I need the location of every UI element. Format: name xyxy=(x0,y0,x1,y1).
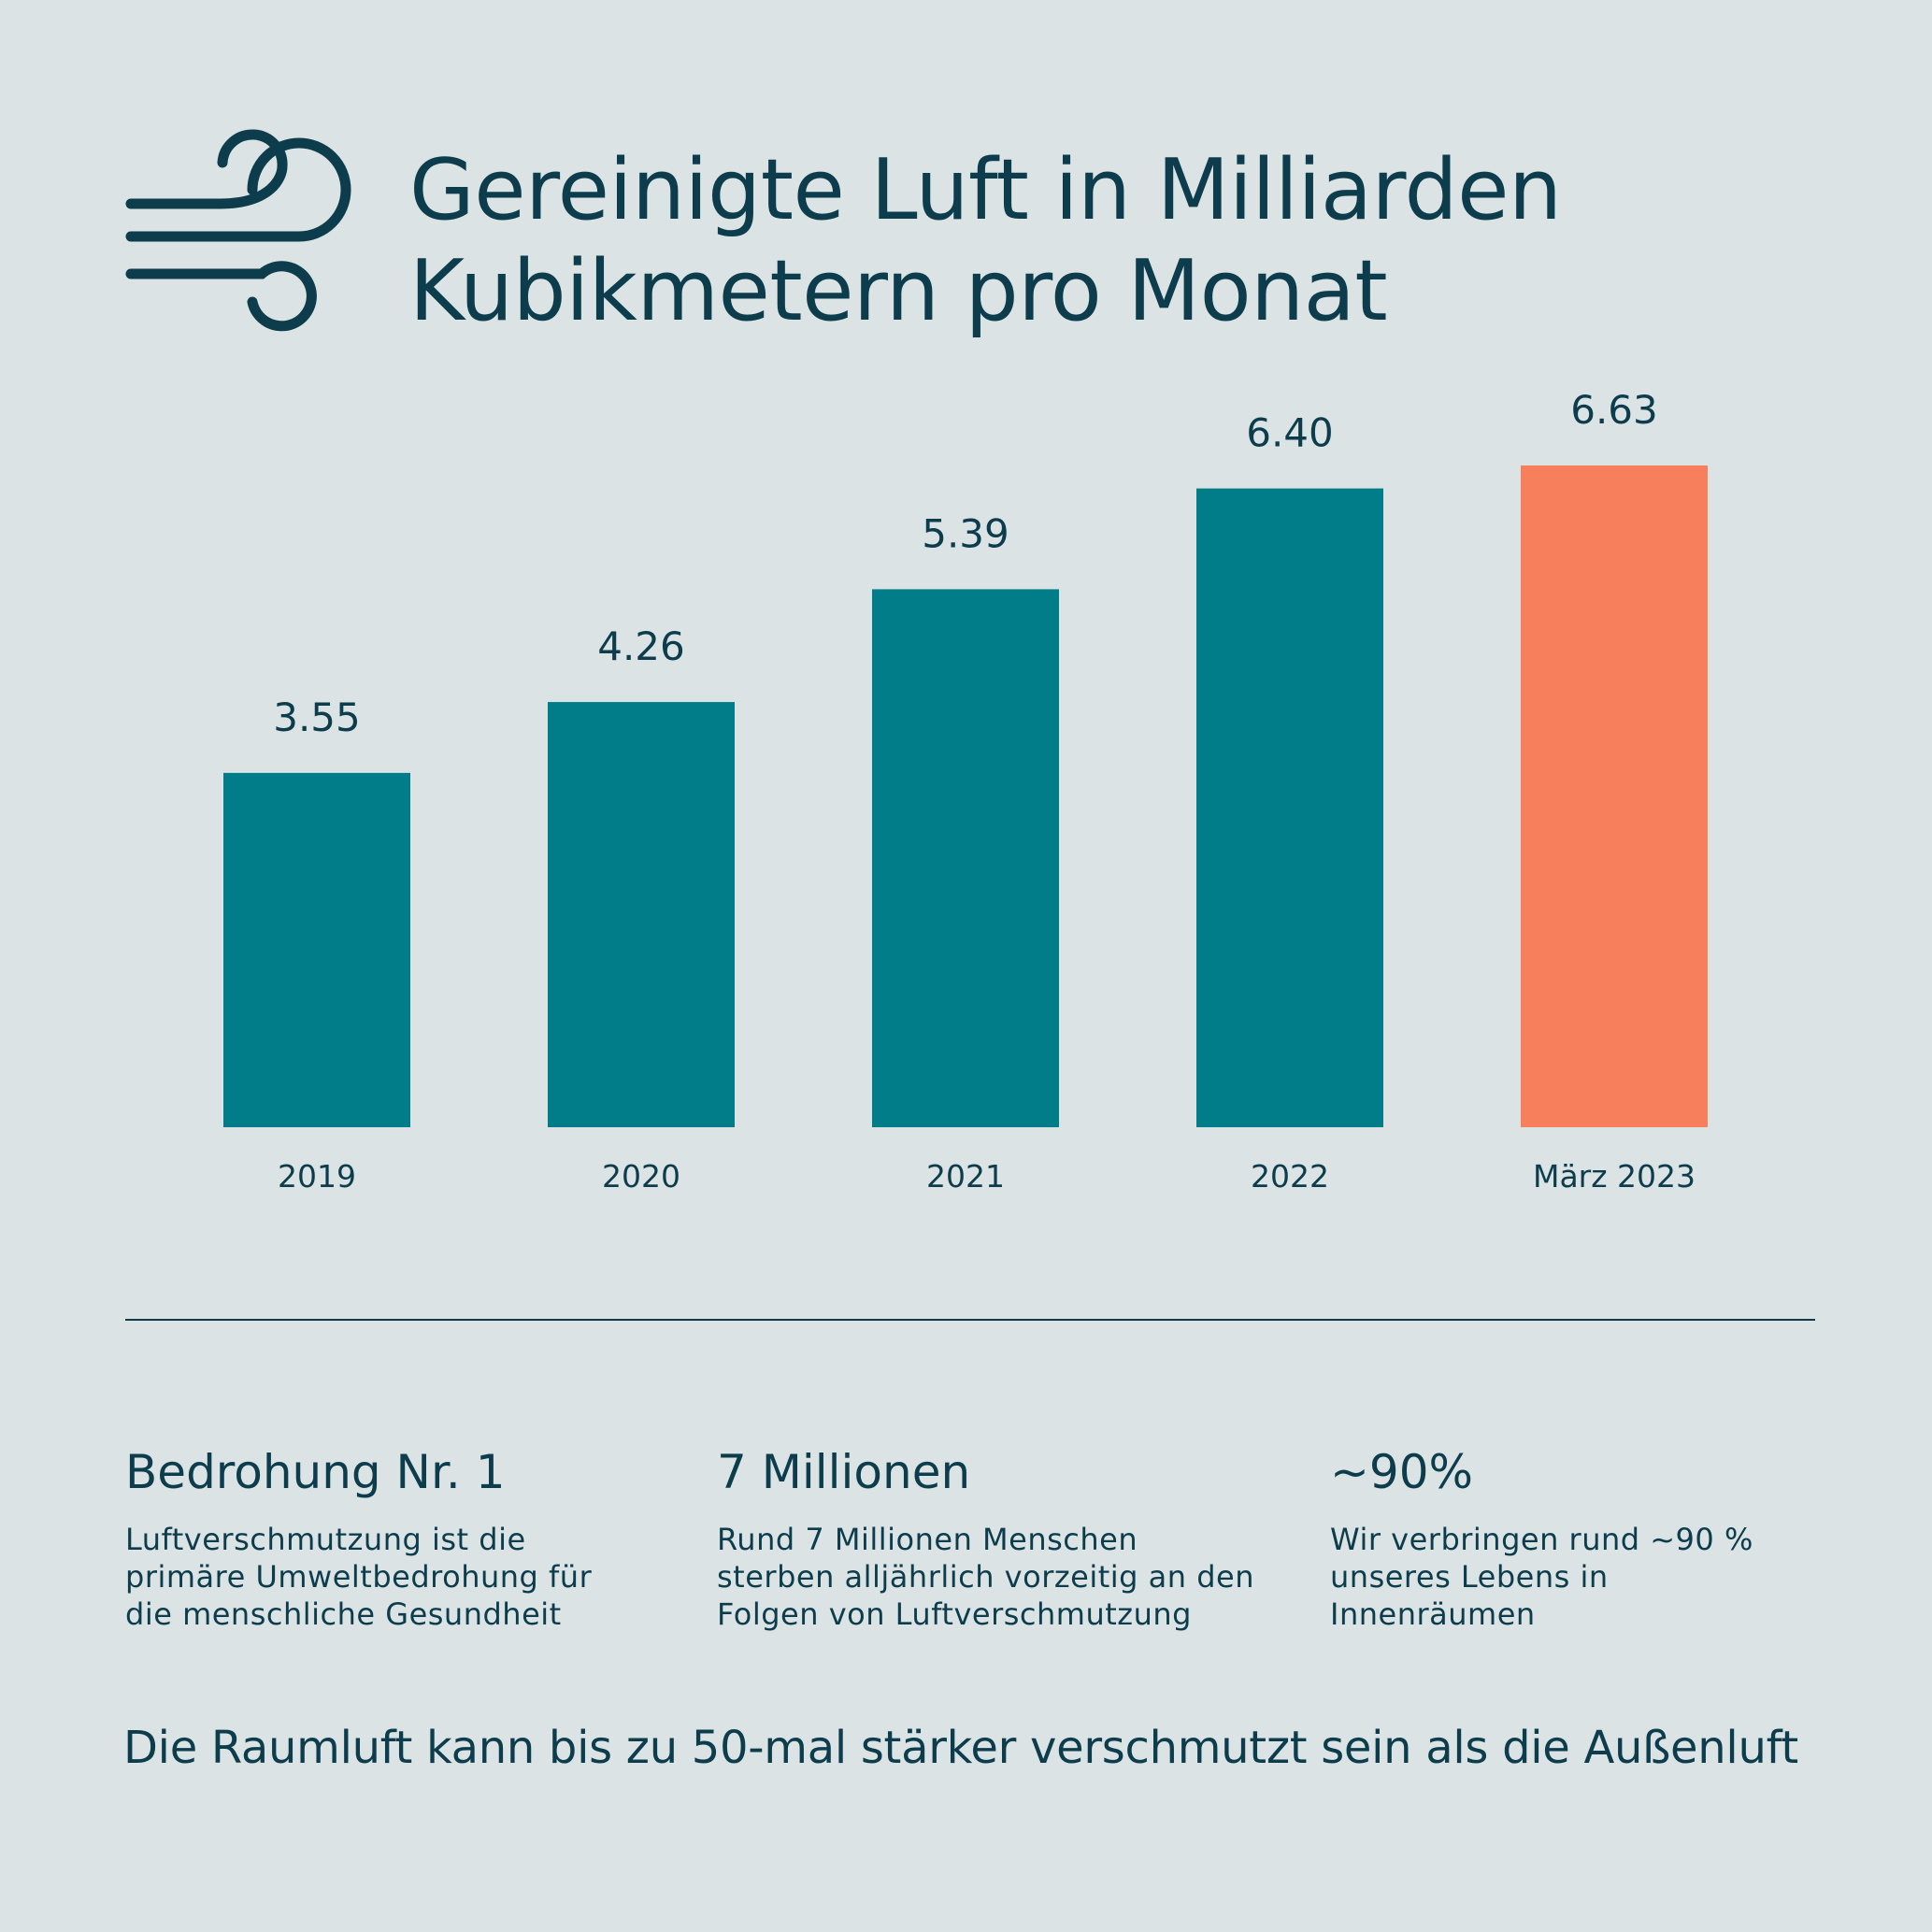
bar-chart: 3.55 2019 4.26 2020 5.39 2021 6.40 2022 6.63 März… xyxy=(223,387,1708,1195)
stat-threat-text: Luftverschmutzung ist die primäre Umwelt… xyxy=(125,1521,686,1633)
stat-indoor-line: unseres Lebens in xyxy=(1330,1559,1609,1595)
stat-threat-line: Luftverschmutzung ist die xyxy=(125,1522,526,1557)
bar-value-label: 3.55 xyxy=(273,694,361,740)
stat-deaths-line: Rund 7 Millionen Menschen xyxy=(717,1522,1138,1557)
stat-indoor-line: Innenräumen xyxy=(1330,1596,1536,1632)
x-tick-label: 2021 xyxy=(926,1158,1005,1195)
stat-threat-line: die menschliche Gesundheit xyxy=(125,1596,562,1632)
bar-value-label: 4.26 xyxy=(597,623,685,669)
stat-indoor-text: Wir verbringen rund ~90 % unseres Lebens… xyxy=(1330,1521,1891,1633)
x-tick-label: 2020 xyxy=(602,1158,680,1195)
stat-deaths-line: Folgen von Luftverschmutzung xyxy=(717,1596,1192,1632)
stat-indoor: ~90% Wir verbringen rund ~90 % unseres L… xyxy=(1330,1444,1891,1633)
x-tick-label: März 2023 xyxy=(1533,1158,1696,1195)
bar-value-label: 6.63 xyxy=(1570,387,1658,433)
title-line-2: Kubikmetern pro Monat xyxy=(409,242,1388,340)
bar-2022 xyxy=(1196,488,1383,1127)
divider xyxy=(125,1319,1815,1321)
x-tick-label: 2019 xyxy=(278,1158,356,1195)
footnote: Die Raumluft kann bis zu 50-mal stärker … xyxy=(123,1722,1798,1774)
stat-threat-line: primäre Umweltbedrohung für xyxy=(125,1559,593,1595)
stat-deaths-line: sterben alljährlich vorzeitig an den xyxy=(717,1559,1254,1595)
bar-2019 xyxy=(223,772,410,1127)
stat-deaths: 7 Millionen Rund 7 Millionen Menschen st… xyxy=(717,1444,1278,1633)
stat-threat-heading: Bedrohung Nr. 1 xyxy=(125,1445,506,1499)
x-tick-label: 2022 xyxy=(1251,1158,1329,1195)
stat-deaths-text: Rund 7 Millionen Menschen sterben alljäh… xyxy=(717,1521,1278,1633)
bar-value-label: 5.39 xyxy=(922,510,1009,556)
bar-value-label: 6.40 xyxy=(1246,410,1334,456)
stat-threat: Bedrohung Nr. 1 Luftverschmutzung ist di… xyxy=(125,1444,686,1633)
bar-2021 xyxy=(872,589,1059,1127)
bar-2020 xyxy=(548,702,735,1127)
chart-title: Gereinigte Luft in Milliarden Kubikmeter… xyxy=(409,140,1868,342)
wind-icon xyxy=(125,129,351,332)
bar-märz-2023 xyxy=(1521,465,1708,1127)
stat-deaths-heading: 7 Millionen xyxy=(717,1445,971,1499)
stat-indoor-heading: ~90% xyxy=(1330,1445,1474,1499)
title-line-1: Gereinigte Luft in Milliarden xyxy=(409,141,1562,239)
stat-indoor-line: Wir verbringen rund ~90 % xyxy=(1330,1522,1753,1557)
